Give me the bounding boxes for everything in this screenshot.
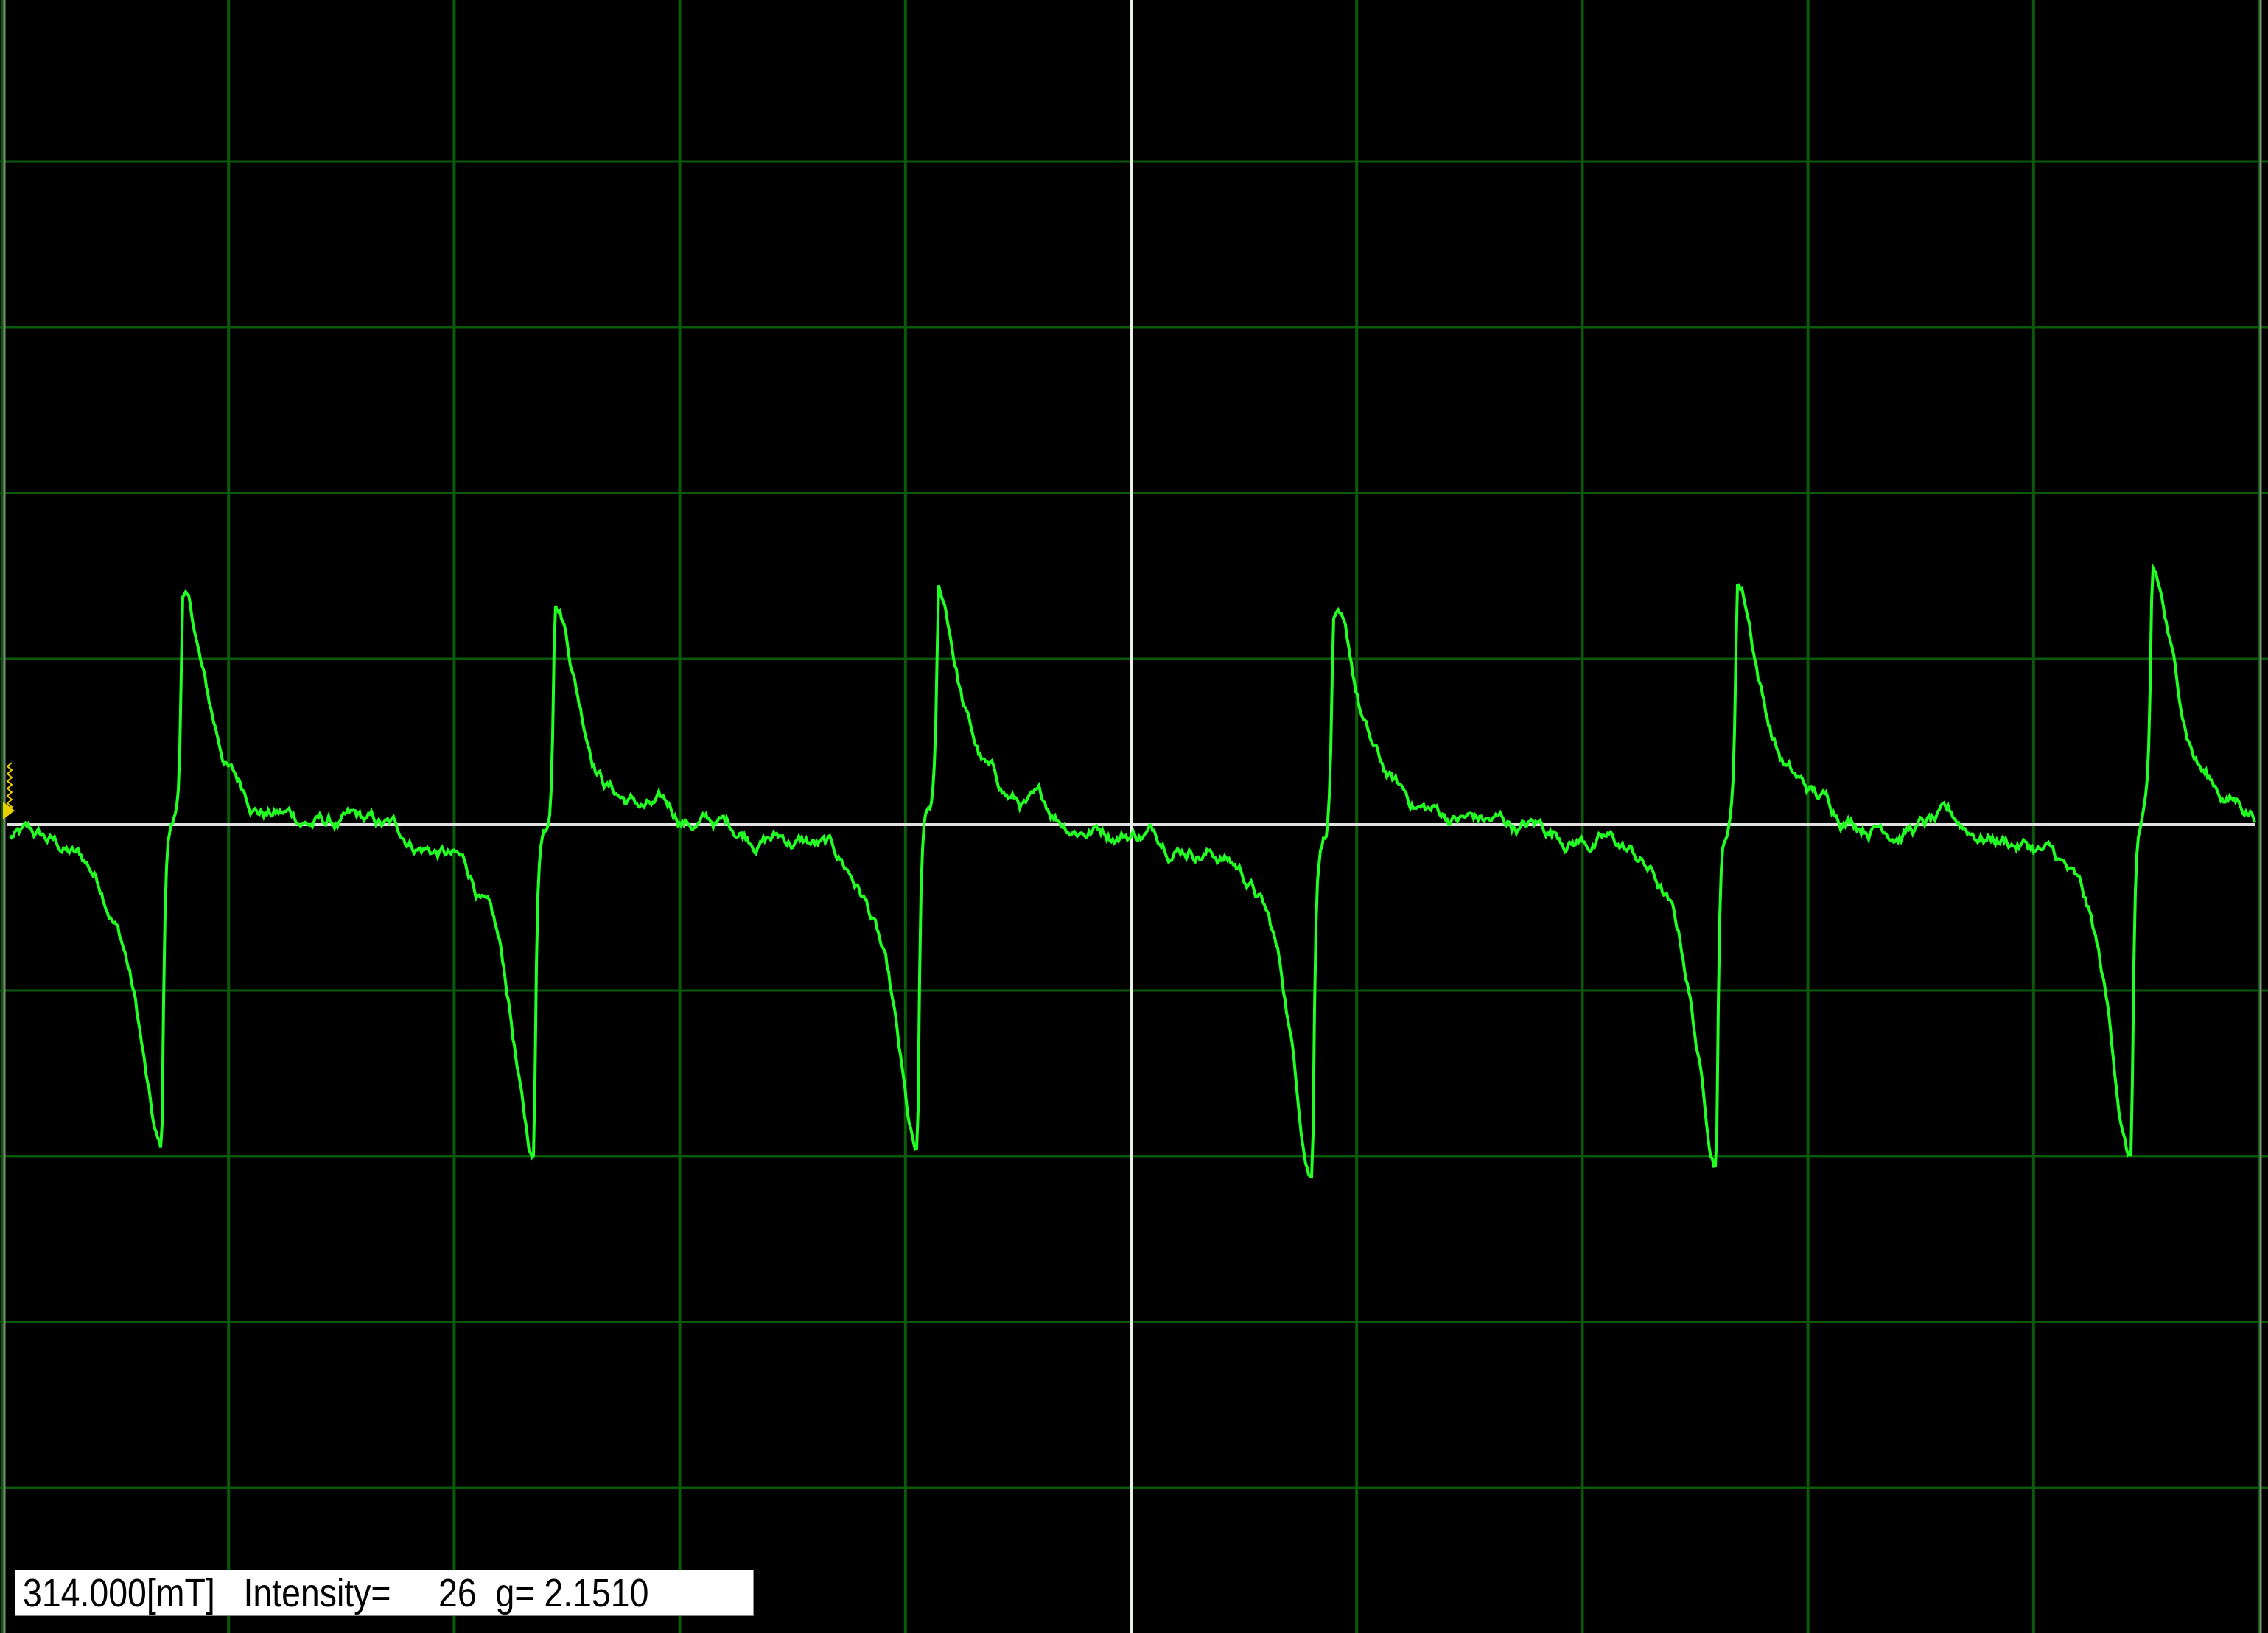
intensity-label: Intensity=	[243, 1571, 391, 1615]
spectrum-trace	[9, 562, 2256, 1179]
zero-level-marker-icon[interactable]	[3, 762, 15, 819]
intensity-value: 26	[438, 1571, 477, 1615]
marker-arrow-icon	[3, 802, 15, 819]
cursor-readout: 314.000[mT] Intensity= 26 g= 2.1510	[15, 1570, 754, 1616]
g-label: g=	[495, 1571, 535, 1615]
g-value: 2.1510	[544, 1571, 649, 1615]
field-value: 314.000[mT]	[23, 1571, 215, 1615]
marker-scale-icon	[6, 762, 13, 811]
